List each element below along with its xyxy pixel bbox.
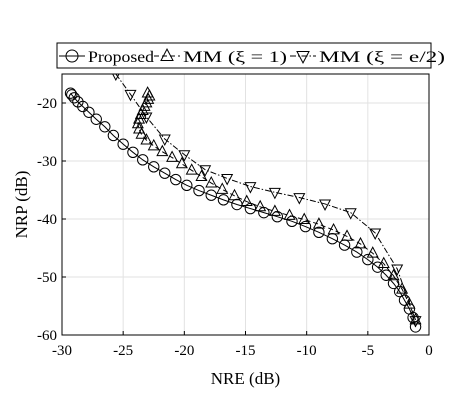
y-tick-label: -20 [37,96,57,112]
triangle-down-marker [124,89,137,102]
circle-marker [77,100,89,113]
circle-marker [409,321,422,333]
y-tick-label: -60 [37,328,57,344]
triangle-down-marker [268,187,281,200]
triangle-up-marker [156,144,169,157]
circle-marker [83,106,95,118]
triangle-up-marker [341,229,354,241]
triangle-up-marker [354,236,367,249]
legend-marker [296,51,310,64]
legend-box [56,42,432,69]
circle-marker [99,121,111,133]
legend-label: Proposed [88,49,154,66]
triangle-up-marker [327,222,340,235]
circle-marker [117,138,129,150]
triangle-up-marker [377,256,390,269]
triangle-up-marker [268,204,281,216]
triangle-up-marker [403,297,416,309]
triangle-up-marker [387,268,400,281]
x-tick-label: -10 [297,343,317,359]
x-tick-label: -15 [236,343,256,359]
circle-marker [66,89,78,101]
triangle-up-marker [140,133,153,145]
circle-marker [170,173,182,186]
legend-entry: Proposed [59,49,154,66]
series-3 [112,74,422,328]
circle-marker [148,161,160,173]
y-tick-label: -30 [37,154,57,170]
triangle-down-marker [140,112,153,124]
x-tick-label: -20 [174,343,194,359]
circle-marker [299,220,312,233]
circle-marker [181,179,193,192]
triangle-up-marker [240,194,253,206]
legend: Proposed MM (ξ = 1) MM (ξ = e/2) [56,42,445,69]
circle-marker [362,253,374,266]
triangle-down-marker [199,165,212,177]
series-2 [131,86,422,325]
triangle-up-marker [175,156,188,169]
circle-marker [205,189,217,201]
circle-marker [159,167,171,179]
circle-marker [68,92,80,104]
triangle-up-marker [185,163,198,175]
circle-marker [193,184,205,197]
triangle-up-marker [147,138,160,151]
triangle-down-marker [369,228,382,240]
series-line [70,92,417,328]
y-tick-label: -40 [37,212,57,228]
triangle-down-marker [158,134,171,147]
triangle-down-marker [344,208,357,220]
triangle-up-marker [143,88,156,101]
triangle-down-marker [244,182,257,194]
y-tick-label: -50 [37,270,57,286]
x-tick-label: -5 [362,343,375,359]
circle-marker [351,246,363,258]
triangle-down-marker [409,316,422,328]
triangle-up-marker [166,150,179,162]
triangle-up-marker [312,217,325,229]
triangle-down-marker [112,74,120,82]
legend-entry: MM (ξ = e/2) [290,49,445,66]
series-layer [64,74,422,333]
y-axis-label: NRP (dB) [12,171,31,239]
triangle-up-marker [131,116,144,129]
triangle-up-marker [409,312,422,325]
legend-label: MM (ξ = e/2) [319,49,445,66]
triangle-up-marker [195,169,208,182]
x-tick-label: -25 [113,343,133,359]
triangle-up-marker [254,199,267,212]
circle-marker [137,154,149,166]
triangle-down-marker [178,150,191,162]
triangle-down-marker [221,174,234,186]
circle-marker [127,146,139,159]
circle-marker [90,113,102,125]
triangle-up-marker [366,246,379,258]
triangle-up-marker [228,188,241,201]
triangle-up-marker [283,208,296,220]
x-axis-label: NRE (dB) [211,369,280,388]
legend-label: MM (ξ = 1) [183,49,287,66]
triangle-up-marker [396,282,409,294]
circle-marker [271,210,284,223]
x-tick-label: -30 [52,343,72,359]
triangle-down-marker [391,264,404,276]
legend-marker [65,49,79,63]
triangle-up-marker [135,127,148,139]
tick-labels: -30 -25 -20 -15 -10 -5 0-60-50-40-30-20 [37,96,433,359]
triangle-up-marker [298,212,311,224]
legend-entry: MM (ξ = 1) [154,48,287,66]
triangle-down-marker [293,193,306,205]
series-line [115,74,417,321]
triangle-down-marker [318,199,332,211]
x-tick-label: 0 [425,343,433,359]
circle-marker [107,129,120,142]
legend-marker [160,48,174,61]
triangle-up-marker [205,175,218,188]
triangle-up-marker [216,182,229,194]
circle-marker [313,226,325,239]
circle-marker [380,269,392,281]
